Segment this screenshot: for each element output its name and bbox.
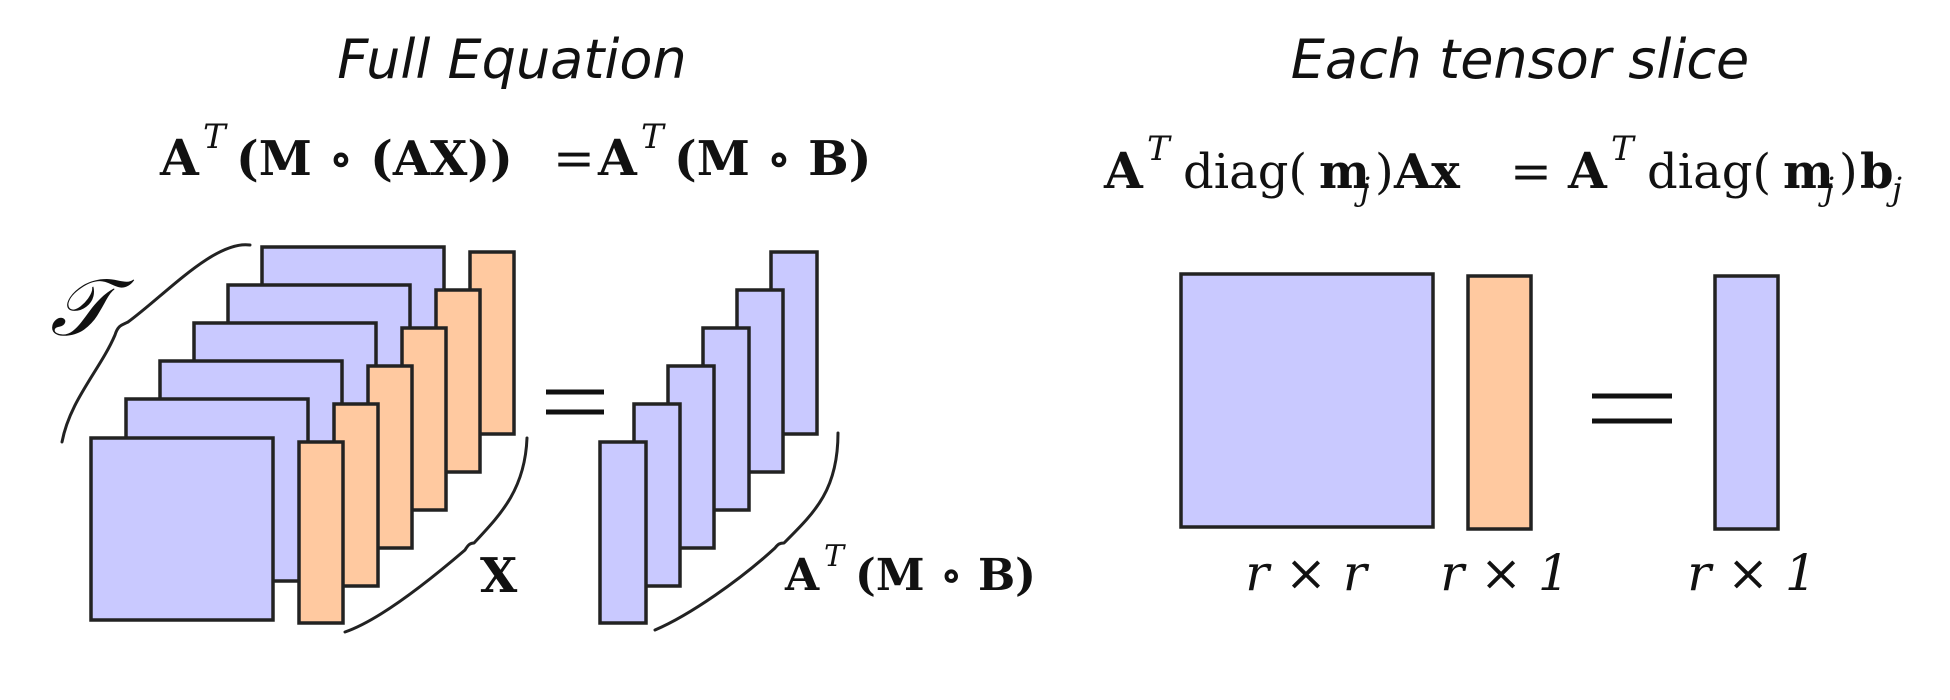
result-vector-stack [598, 250, 819, 625]
full-eq-rhs-body: (M ∘ B) [674, 131, 871, 187]
slice-eq-rhs-m: m [1783, 144, 1834, 200]
left-panel-title: Full Equation [337, 28, 686, 91]
x-brace [343, 436, 529, 634]
result-vector-slice-front [598, 440, 648, 625]
dim-label-result-vector: r × 1 [1687, 544, 1816, 602]
slice-eq-rhs-close: ) [1839, 144, 1858, 200]
slice-eq-rhs-diag: diag( [1647, 144, 1771, 200]
slice-result-vector [1713, 274, 1780, 531]
result-label-transpose: T [824, 539, 846, 574]
full-eq-equals: = [553, 129, 595, 187]
dim-label-x-vector: r × 1 [1440, 544, 1569, 602]
slice-equation: A T diag( m j ) Ax = A T diag( m j ) b j [1103, 129, 1902, 208]
x-vector-slice-front [297, 440, 345, 625]
right-panel-title: Each tensor slice [1291, 28, 1750, 91]
slice-eq-rhs-b: b [1860, 144, 1894, 200]
slice-eq-lhs-transpose: T [1147, 129, 1172, 169]
slice-eq-equals: = [1510, 142, 1552, 200]
full-eq-lhs-body: (M ∘ (AX)) [236, 131, 513, 187]
slice-eq-lhs-m: m [1319, 144, 1370, 200]
matrix-slice-front [89, 436, 275, 622]
slice-eq-lhs-diag: diag( [1183, 144, 1307, 200]
tensor-label: 𝒯 [50, 261, 135, 354]
slice-x-vector [1466, 274, 1533, 531]
tensor-brace [60, 243, 252, 444]
full-equation: A T (M ∘ (AX)) = A T (M ∘ B) [159, 117, 871, 187]
slice-eq-lhs-ax: Ax [1393, 144, 1460, 200]
left-panel: Full Equation A T (M ∘ (AX)) = A T (M ∘ … [50, 28, 1036, 634]
slice-eq-lhs-close: ) [1375, 144, 1394, 200]
result-label-a: A [784, 550, 820, 601]
slice-eq-lhs-a: A [1103, 141, 1144, 200]
result-label-body: (M ∘ B) [855, 550, 1036, 601]
x-vector-stack [297, 250, 516, 625]
result-brace [653, 431, 840, 632]
full-eq-lhs-transpose: T [203, 117, 228, 157]
slice-eq-rhs-transpose: T [1611, 129, 1636, 169]
full-eq-rhs-transpose: T [641, 117, 666, 157]
full-eq-lhs-a: A [159, 128, 200, 187]
x-label: X [480, 548, 518, 604]
full-eq-rhs-a: A [597, 128, 638, 187]
slice-eq-rhs-a: A [1567, 141, 1608, 200]
dim-label-matrix: r × r [1245, 544, 1370, 602]
slice-matrix [1179, 272, 1435, 529]
right-panel: Each tensor slice A T diag( m j ) Ax = A… [1103, 28, 1902, 602]
